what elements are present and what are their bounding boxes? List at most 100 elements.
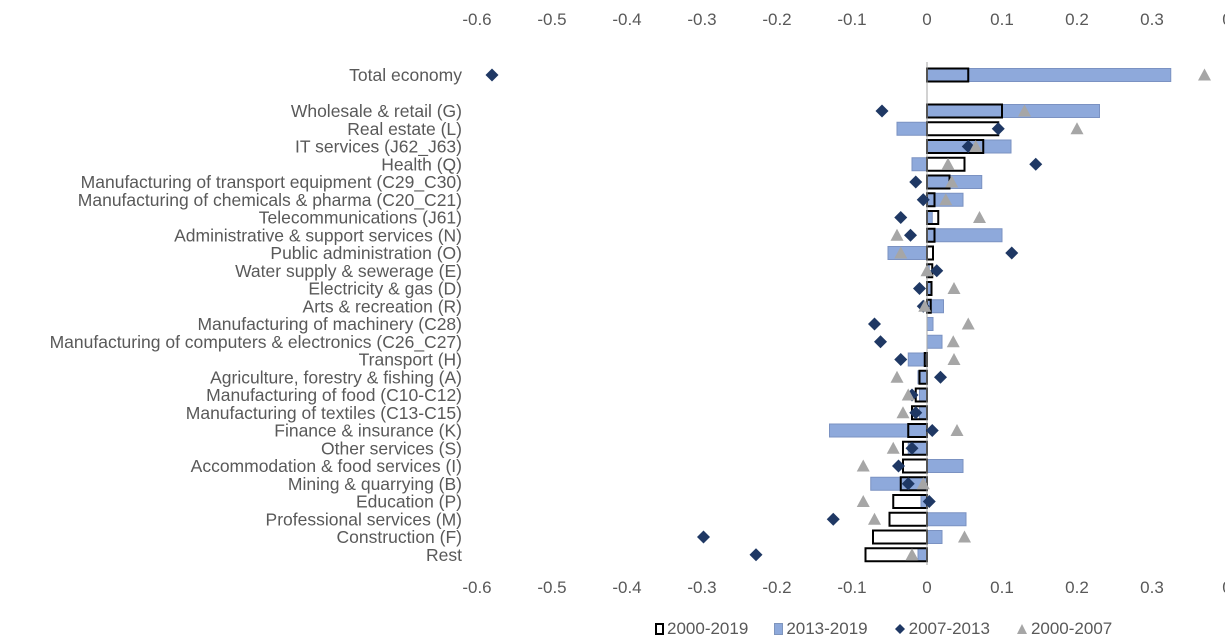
marker-2000-2007 bbox=[905, 548, 919, 561]
marker-2007-2013 bbox=[909, 175, 923, 189]
marker-2000-2007 bbox=[946, 335, 960, 348]
marker-2000-2007 bbox=[958, 530, 971, 543]
marker-2000-2007 bbox=[916, 477, 930, 490]
legend-label: 2000-2007 bbox=[1030, 619, 1113, 638]
marker-2007-2013 bbox=[925, 424, 939, 437]
tick-label-top: 0 bbox=[1222, 10, 1225, 29]
bar-2000-2019 bbox=[888, 511, 928, 527]
bar-2013-2019 bbox=[926, 68, 1172, 82]
category-label: Construction (F) bbox=[337, 527, 462, 547]
category-label: Other services (S) bbox=[321, 438, 462, 458]
marker-2007-2013 bbox=[1029, 157, 1043, 171]
tick-label-bottom: -0.3 bbox=[687, 578, 716, 597]
marker-2000-2007 bbox=[886, 441, 900, 454]
marker-2000-2007 bbox=[894, 246, 908, 259]
markers-2007-2013 bbox=[485, 68, 1043, 562]
marker-2007-2013 bbox=[934, 370, 947, 384]
bar-2013-2019 bbox=[917, 547, 928, 562]
tick-label-bottom: 0 bbox=[1222, 578, 1225, 597]
category-label: Electricity & gas (D) bbox=[308, 279, 462, 299]
category-label: Administrative & support services (N) bbox=[174, 225, 462, 245]
category-label: Professional services (M) bbox=[266, 509, 462, 529]
tick-label-top: -0.4 bbox=[612, 10, 641, 29]
category-label: Real estate (L) bbox=[347, 119, 462, 139]
tick-label-top: 0 bbox=[922, 10, 931, 29]
markers-2000-2007 bbox=[856, 68, 1211, 561]
bar-2013-2019 bbox=[926, 228, 1003, 243]
marker-2007-2013 bbox=[874, 335, 887, 349]
marker-2000-2007 bbox=[939, 193, 953, 206]
legend-swatch-filled-bar bbox=[774, 623, 784, 635]
marker-2000-2007 bbox=[947, 282, 961, 295]
marker-2007-2013 bbox=[892, 459, 905, 473]
bar-2013-2019 bbox=[896, 121, 928, 136]
chart: -0.6 -0.5 -0.4 -0.3 -0.2 -0.1 0 0.1 0.2 0.3 0 -0.6… bbox=[50, 10, 1225, 597]
tick-label-top: 0.3 bbox=[1140, 10, 1164, 29]
tick-label-top: -0.3 bbox=[687, 10, 716, 29]
category-label: Manufacturing of transport equipment (C2… bbox=[81, 172, 462, 193]
legend-label: 2000-2019 bbox=[667, 619, 749, 638]
x-axis-bottom: -0.6 -0.5 -0.4 -0.3 -0.2 -0.1 0 0.1 0.2 0.3 0 bbox=[462, 578, 1225, 597]
marker-2007-2013 bbox=[697, 530, 710, 544]
x-axis-top: -0.6 -0.5 -0.4 -0.3 -0.2 -0.1 0 0.1 0.2 0.3 0 bbox=[462, 10, 1225, 29]
legend-swatch-outline-bar bbox=[655, 623, 664, 635]
bar-2013-2019 bbox=[926, 317, 934, 331]
legend-label: 2007-2013 bbox=[908, 619, 990, 638]
tick-label-bottom: 0 bbox=[922, 578, 931, 597]
category-label: Agriculture, forestry & fishing (A) bbox=[210, 367, 462, 387]
bar-2013-2019 bbox=[911, 157, 928, 172]
marker-2007-2013 bbox=[909, 406, 923, 420]
legend-diamond-icon bbox=[894, 624, 905, 634]
marker-2007-2013 bbox=[826, 512, 840, 526]
tick-label-bottom: -0.4 bbox=[612, 578, 641, 597]
category-labels: Total economy Wholesale & retail (G)Real … bbox=[50, 65, 463, 565]
bar-2013-2019 bbox=[926, 512, 967, 527]
category-label: Telecommunications (J61) bbox=[259, 208, 462, 228]
tick-label-top: -0.1 bbox=[837, 10, 866, 29]
category-label: Manufacturing of food (C10-C12) bbox=[206, 385, 462, 405]
tick-label-bottom: -0.2 bbox=[762, 578, 791, 597]
category-label: Wholesale & retail (G) bbox=[291, 101, 462, 121]
bar-2013-2019 bbox=[887, 246, 928, 260]
marker-2007-2013 bbox=[913, 282, 926, 295]
marker-2007-2013 bbox=[894, 353, 908, 366]
legend: 2000-2019 2013-2019 2007-2013 2000-2007 bbox=[655, 619, 1112, 639]
marker-2000-2007 bbox=[920, 264, 934, 277]
bar-2013-2019 bbox=[926, 530, 943, 544]
marker-2007-2013 bbox=[916, 193, 930, 207]
marker-2000-2007 bbox=[1018, 104, 1031, 117]
bar-2013-2019 bbox=[919, 388, 928, 402]
tick-label-bottom: -0.1 bbox=[837, 578, 866, 597]
category-label: Transport (H) bbox=[359, 350, 462, 370]
marker-2000-2007 bbox=[890, 228, 904, 241]
marker-2000-2007 bbox=[969, 140, 983, 153]
marker-2007-2013 bbox=[485, 68, 499, 82]
marker-2000-2007 bbox=[947, 353, 961, 366]
marker-2000-2007 bbox=[1198, 68, 1211, 81]
category-label: Manufacturing of computers & electronics… bbox=[50, 332, 462, 353]
tick-label-top: 0.2 bbox=[1065, 10, 1089, 29]
legend-item-2000-2007: 2000-2007 bbox=[1016, 619, 1112, 639]
marker-2007-2013 bbox=[904, 228, 917, 242]
category-label: Mining & quarrying (B) bbox=[288, 474, 462, 494]
marker-2000-2007 bbox=[890, 370, 904, 383]
category-label: Rest bbox=[426, 545, 462, 565]
marker-2000-2007 bbox=[918, 299, 932, 312]
category-label: Public administration (O) bbox=[270, 243, 462, 263]
marker-2000-2007 bbox=[1070, 122, 1084, 135]
bar-2000-2019 bbox=[902, 458, 928, 474]
marker-2007-2013 bbox=[901, 477, 915, 491]
marker-2007-2013 bbox=[749, 548, 763, 562]
marker-2000-2007 bbox=[941, 157, 955, 170]
marker-2000-2007 bbox=[856, 459, 870, 472]
marker-2007-2013 bbox=[1005, 246, 1019, 260]
tick-label-top: 0.1 bbox=[990, 10, 1014, 29]
bar-2000-2019 bbox=[926, 121, 1000, 137]
marker-2007-2013 bbox=[905, 441, 919, 455]
marker-2000-2007 bbox=[945, 175, 959, 188]
tick-label-bottom: -0.5 bbox=[537, 578, 566, 597]
marker-2000-2007 bbox=[856, 495, 870, 508]
marker-2007-2013 bbox=[922, 495, 936, 508]
tick-label-bottom: 0.2 bbox=[1065, 578, 1089, 597]
marker-2000-2007 bbox=[868, 512, 881, 525]
